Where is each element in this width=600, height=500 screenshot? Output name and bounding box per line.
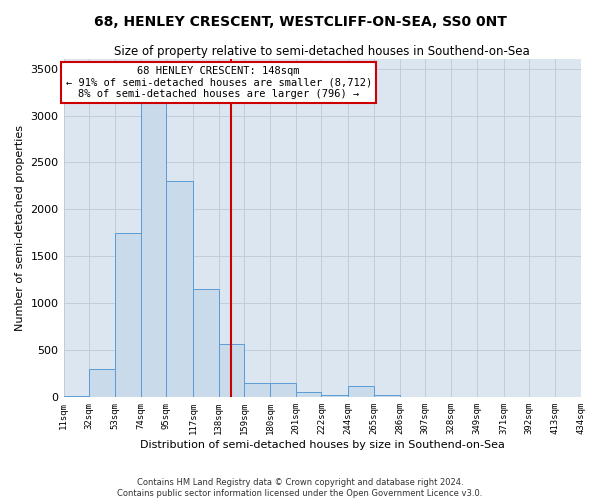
Bar (270, 383, 296, 398)
Text: 68 HENLEY CRESCENT: 148sqm
← 91% of semi-detached houses are smaller (8,712)
8% : 68 HENLEY CRESCENT: 148sqm ← 91% of semi… (65, 66, 372, 99)
Bar (219, 344, 244, 398)
Text: Contains HM Land Registry data © Crown copyright and database right 2024.
Contai: Contains HM Land Registry data © Crown c… (118, 478, 482, 498)
Bar (193, 290, 219, 398)
Title: Size of property relative to semi-detached houses in Southend-on-Sea: Size of property relative to semi-detach… (114, 45, 530, 58)
Bar (244, 383, 270, 398)
Text: 68, HENLEY CRESCENT, WESTCLIFF-ON-SEA, SS0 0NT: 68, HENLEY CRESCENT, WESTCLIFF-ON-SEA, S… (94, 15, 506, 29)
Bar (115, 233, 140, 398)
X-axis label: Distribution of semi-detached houses by size in Southend-on-Sea: Distribution of semi-detached houses by … (140, 440, 505, 450)
Bar (296, 392, 322, 398)
Bar (322, 396, 348, 398)
Y-axis label: Number of semi-detached properties: Number of semi-detached properties (15, 125, 25, 331)
Bar (64, 396, 89, 398)
Bar (374, 396, 400, 398)
Bar (348, 386, 374, 398)
Bar (140, 88, 166, 398)
Bar (166, 182, 193, 398)
Bar (89, 369, 115, 398)
